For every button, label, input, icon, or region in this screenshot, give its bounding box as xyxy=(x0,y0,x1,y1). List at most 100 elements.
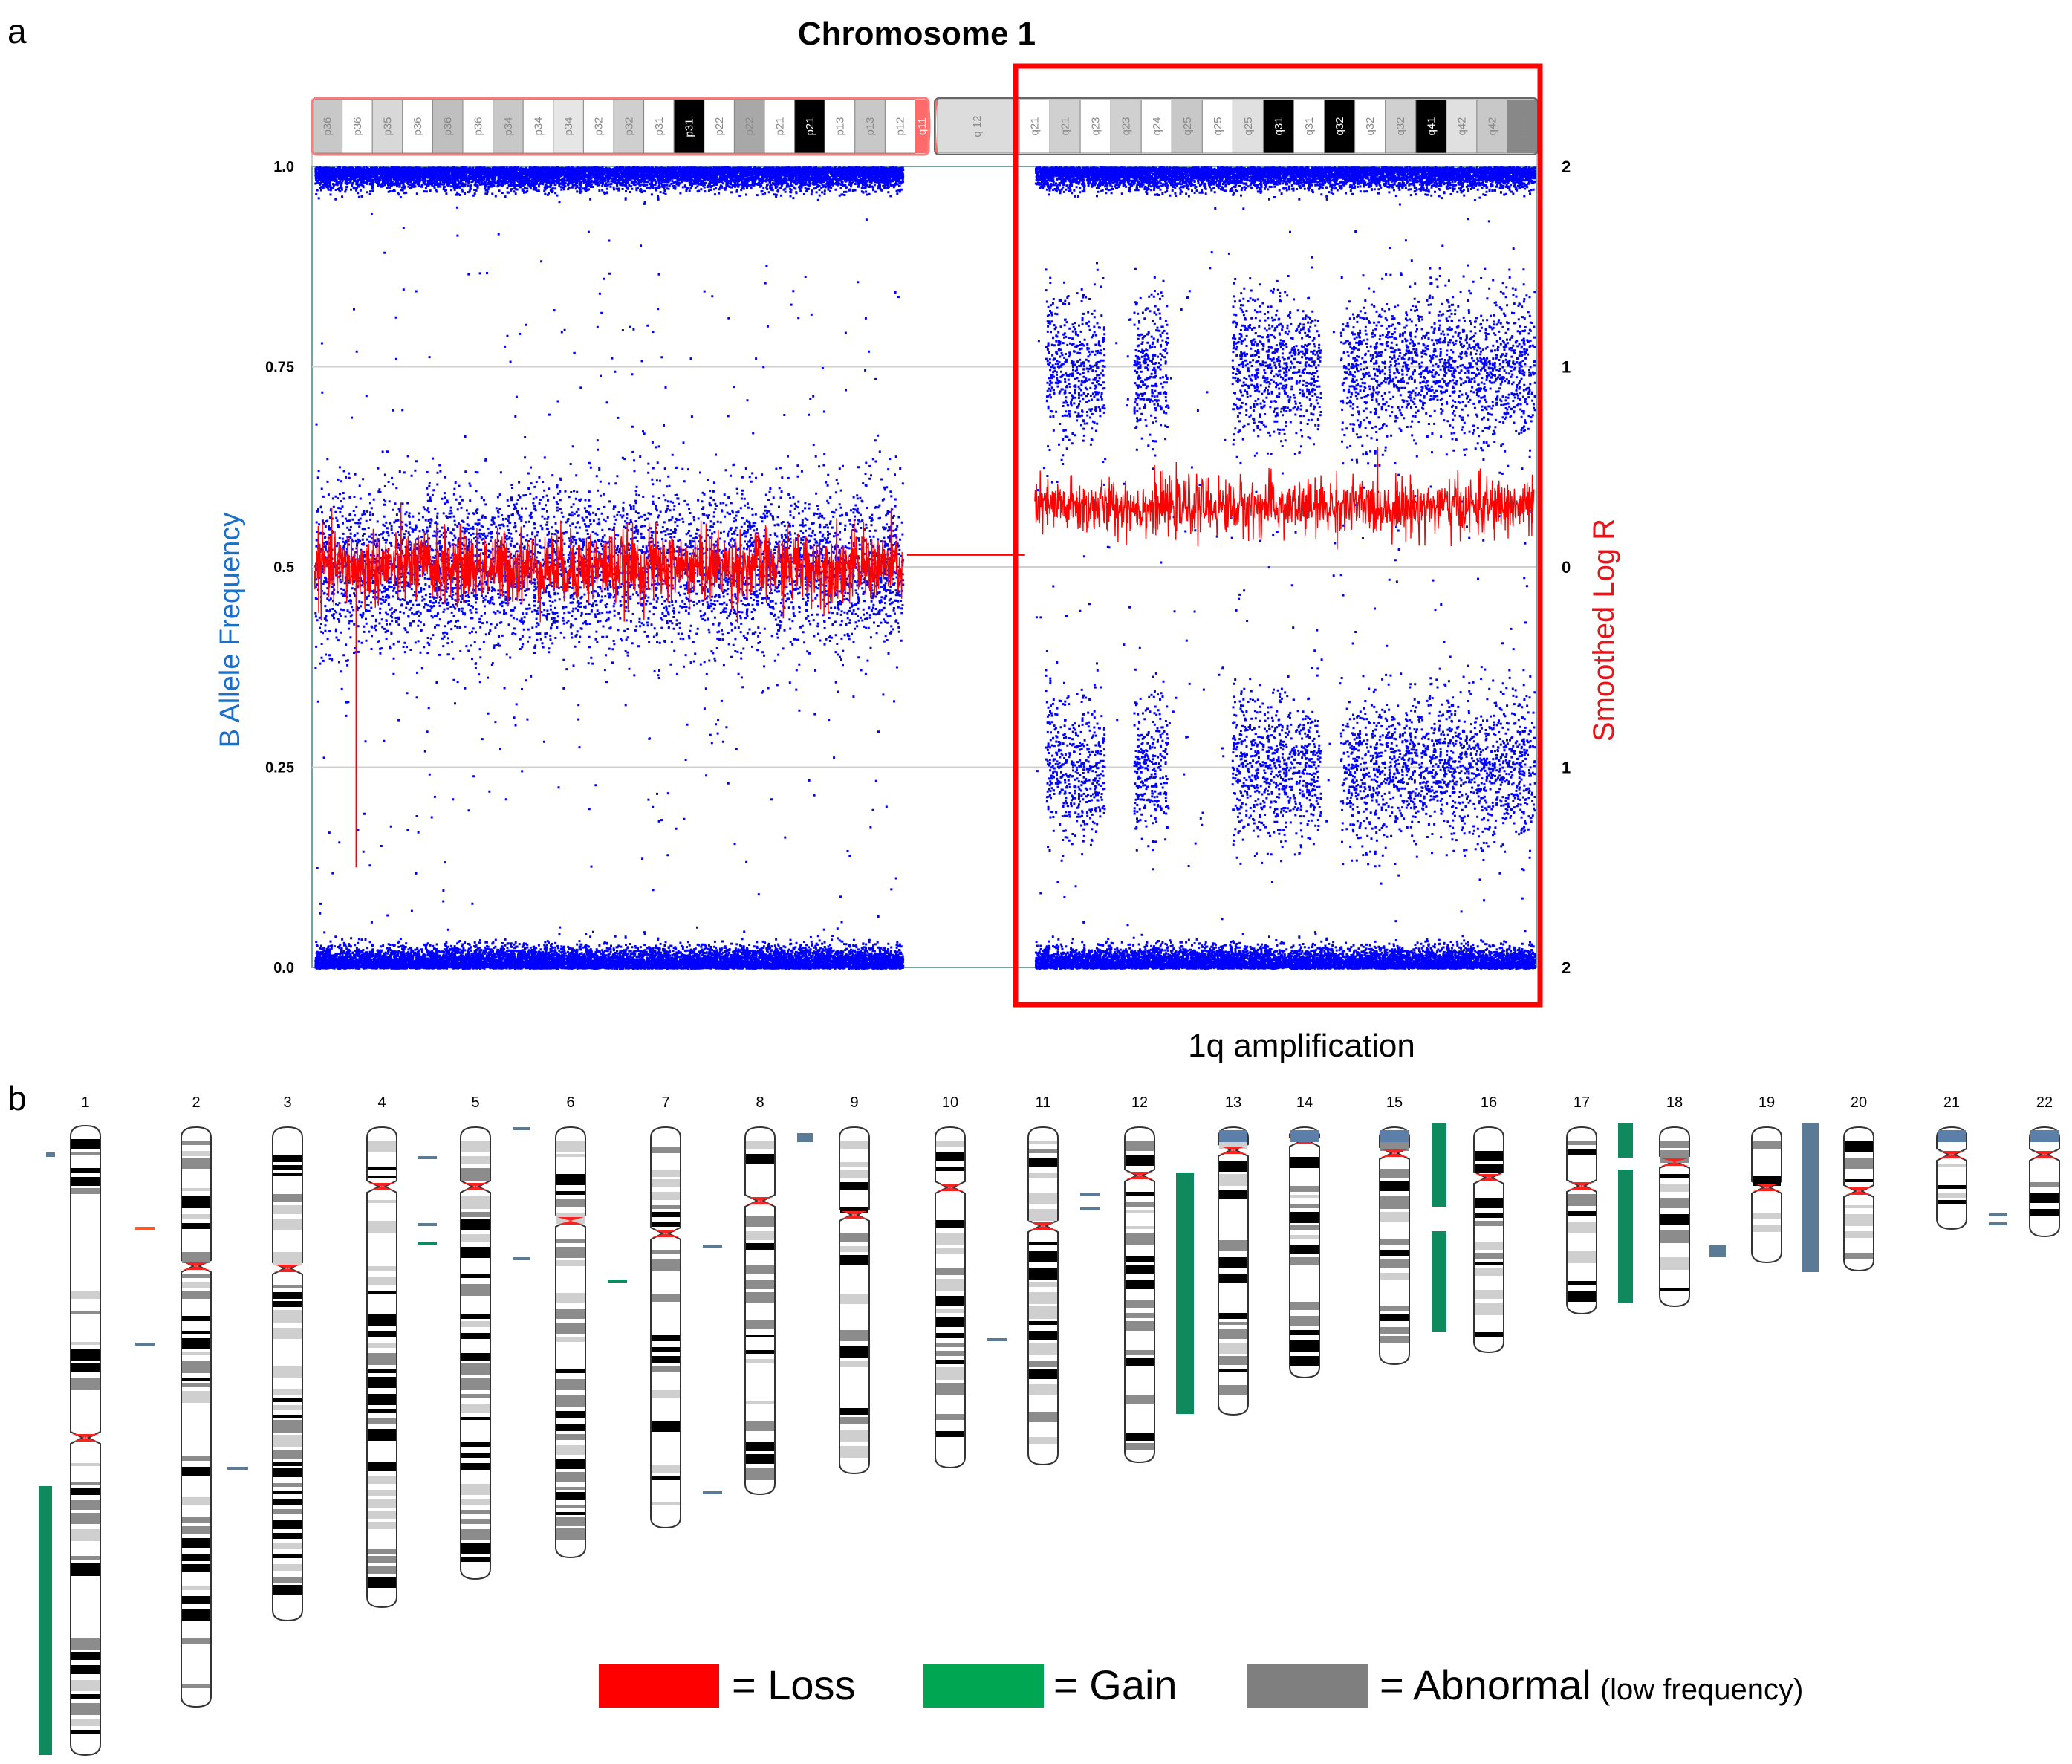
chromosome-3-label: 3 xyxy=(283,1095,291,1111)
chromosome-1-label: 1 xyxy=(81,1095,89,1111)
chromosome-band xyxy=(556,1379,585,1390)
log-r-trace xyxy=(314,447,1535,868)
chromosome-band xyxy=(368,1331,396,1337)
y-tick-right-label: 0 xyxy=(1562,558,1571,577)
y-tick-right-label: 1 xyxy=(1562,358,1571,377)
chromosome-band xyxy=(461,1519,490,1524)
chromosome-band xyxy=(368,1429,396,1441)
chromosome-body xyxy=(366,1126,397,1609)
centromere xyxy=(1753,1184,1780,1191)
satellite-stalk xyxy=(1290,1130,1319,1142)
y-tick-right-label: 2 xyxy=(1562,158,1571,176)
chromosome-band xyxy=(273,1205,302,1214)
cnv-marker xyxy=(418,1156,437,1159)
chromosome-band xyxy=(1660,1257,1689,1270)
chromosome-band xyxy=(1568,1281,1596,1285)
ideogram-band-label: p36 xyxy=(321,117,334,135)
ideogram-band xyxy=(704,99,735,154)
ideogram-band xyxy=(1354,99,1386,154)
ideogram-band xyxy=(1293,99,1325,154)
chromosome-band xyxy=(182,1684,210,1688)
chromosome-band xyxy=(1380,1169,1409,1178)
chromosome-band xyxy=(746,1350,774,1354)
chromosome-band xyxy=(368,1476,396,1484)
chromosome-band xyxy=(461,1378,490,1390)
chromosome-band xyxy=(1475,1213,1503,1218)
chromosome-band xyxy=(1029,1242,1057,1245)
chromosome-band xyxy=(652,1421,680,1432)
chromosome-band xyxy=(652,1212,680,1217)
chromosome-band xyxy=(1568,1149,1596,1155)
chromosome-22-label: 22 xyxy=(2036,1095,2053,1111)
chromosome-band xyxy=(273,1509,302,1514)
chromosome-14 xyxy=(1289,1126,1320,1379)
ideogram-band-label: q25 xyxy=(1212,117,1224,135)
chromosome-13 xyxy=(1218,1126,1249,1416)
chromosome-8-label: 8 xyxy=(756,1095,764,1111)
chromosome-band xyxy=(71,1680,100,1691)
chromosome-band xyxy=(1219,1343,1247,1354)
chromosome-band xyxy=(461,1321,490,1327)
cnv-marker xyxy=(703,1491,722,1494)
chromosome-band xyxy=(936,1351,964,1356)
satellite-stalk xyxy=(1219,1130,1247,1142)
chromosome-band xyxy=(840,1182,868,1190)
ideogram-band-label: p21 xyxy=(773,117,786,135)
chromosome-band xyxy=(273,1468,302,1477)
cnv-marker xyxy=(227,1467,248,1470)
ideogram-band xyxy=(1110,99,1142,154)
chromosome-band xyxy=(1219,1257,1247,1268)
chromosome-band xyxy=(182,1158,210,1169)
chromosome-band xyxy=(1380,1181,1409,1191)
cnv-marker xyxy=(1080,1207,1100,1210)
chromosome-20 xyxy=(1843,1126,1874,1272)
chromosome-band xyxy=(1029,1384,1057,1395)
chromosome-19 xyxy=(1751,1126,1782,1264)
panel-a-chart: Chromosome 1 p36 p36 p35 p36 p36 p36 p34 p34 p34… xyxy=(215,16,1620,1064)
chromosome-band xyxy=(556,1487,585,1490)
ideogram-band xyxy=(1232,99,1264,154)
centromere xyxy=(72,1434,99,1442)
chromosome-band xyxy=(1126,1300,1154,1308)
ideogram-band-label: q31 xyxy=(1303,117,1316,135)
chromosome-band xyxy=(1029,1282,1057,1287)
chromosome-band xyxy=(556,1323,585,1334)
chromosome-band xyxy=(1126,1433,1154,1441)
chromosome-band xyxy=(1475,1221,1503,1226)
cnv-marker xyxy=(1709,1245,1726,1257)
chromosome-band xyxy=(71,1342,100,1345)
chromosome-band xyxy=(71,1152,100,1155)
chromosome-body xyxy=(2029,1126,2060,1238)
chromosome-band xyxy=(71,1719,100,1726)
chromosome-band xyxy=(556,1424,585,1431)
chromosome-band xyxy=(182,1538,210,1548)
ideogram-band-label: q32 xyxy=(1334,117,1346,135)
chromosome-band xyxy=(461,1510,490,1514)
chromosome-band xyxy=(1029,1209,1057,1221)
y-tick-left-label: 0.5 xyxy=(273,560,294,576)
chromosome-band xyxy=(746,1231,774,1240)
chromosome-band xyxy=(1029,1173,1057,1178)
cnv-marker xyxy=(797,1133,813,1142)
chromosome-band xyxy=(652,1205,680,1209)
chromosome-band xyxy=(461,1453,490,1458)
ideogram-band-label: q21 xyxy=(1029,117,1042,135)
chromosome-band xyxy=(461,1353,490,1361)
ideogram-band xyxy=(1262,99,1295,154)
chromosome-band xyxy=(461,1543,490,1554)
chromosome-13-label: 13 xyxy=(1225,1095,1241,1111)
chromosome-band xyxy=(1290,1235,1319,1239)
chromosome-15-label: 15 xyxy=(1386,1095,1403,1111)
chromosome-band xyxy=(556,1141,585,1152)
panel-a-letter: a xyxy=(7,12,27,51)
cnv-marker xyxy=(1432,1123,1446,1207)
chromosome-band xyxy=(368,1409,396,1413)
chromosome-band xyxy=(182,1291,210,1299)
chromosome-band xyxy=(746,1154,774,1164)
chromosome-14-label: 14 xyxy=(1296,1095,1313,1111)
chromosome-band xyxy=(461,1333,490,1339)
chromosome-band xyxy=(182,1282,210,1288)
chromosome-3 xyxy=(272,1126,303,1622)
chromosome-band xyxy=(368,1291,396,1294)
log-r-q-arm xyxy=(1034,447,1535,550)
